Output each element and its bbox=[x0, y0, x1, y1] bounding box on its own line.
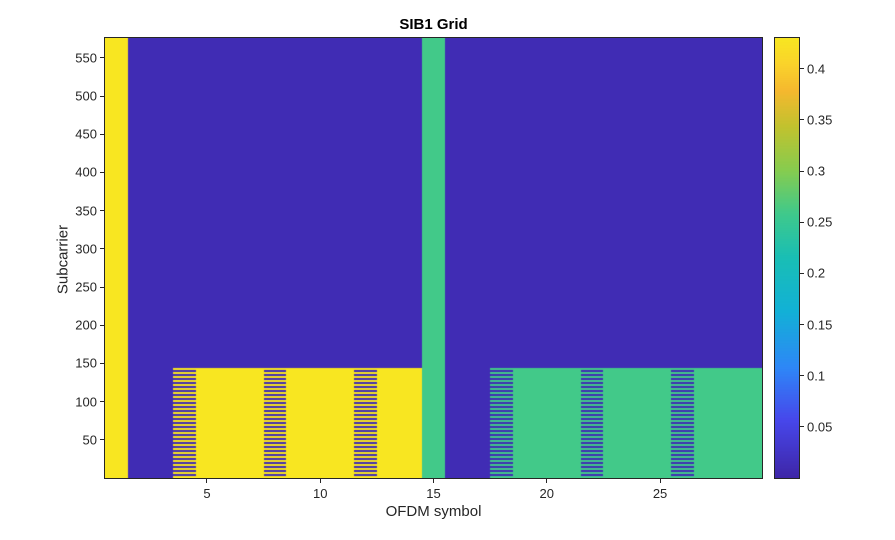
x-tick-label: 10 bbox=[312, 486, 328, 501]
y-tick-label: 50 bbox=[82, 432, 97, 448]
y-tick-label: 250 bbox=[75, 279, 97, 295]
colorbar-tick-mark bbox=[800, 170, 804, 172]
y-tick-label: 150 bbox=[75, 355, 97, 371]
x-tick-label: 5 bbox=[203, 486, 211, 501]
colorbar-tick-mark bbox=[800, 221, 804, 223]
colorbar-tick-label: 0.2 bbox=[807, 265, 826, 281]
x-tick-label: 25 bbox=[652, 486, 668, 501]
plot-area bbox=[104, 37, 763, 479]
y-tick-mark bbox=[100, 401, 104, 403]
colorbar-tick-label: 0.25 bbox=[807, 214, 833, 230]
y-tick-mark bbox=[100, 439, 104, 441]
colorbar-tick-label: 0.15 bbox=[807, 317, 833, 332]
y-tick-mark bbox=[100, 210, 104, 212]
y-tick-mark bbox=[100, 133, 104, 135]
y-tick-label: 350 bbox=[75, 203, 97, 219]
colorbar bbox=[774, 37, 800, 479]
y-tick-label: 450 bbox=[75, 126, 97, 142]
y-tick-label: 550 bbox=[75, 50, 97, 66]
y-tick-label: 500 bbox=[75, 88, 97, 104]
colorbar-tick-label: 0.4 bbox=[807, 61, 826, 77]
colorbar-gradient bbox=[775, 38, 799, 478]
colorbar-tick-mark bbox=[800, 426, 804, 428]
colorbar-tick-mark bbox=[800, 324, 804, 325]
y-tick-mark bbox=[100, 57, 104, 59]
heatmap-canvas bbox=[105, 38, 762, 478]
y-tick-mark bbox=[100, 95, 104, 97]
colorbar-tick-mark bbox=[800, 68, 804, 70]
x-tick-mark bbox=[546, 479, 548, 483]
y-tick-mark bbox=[100, 171, 104, 173]
colorbar-tick-mark bbox=[800, 375, 804, 377]
chart-title: SIB1 Grid bbox=[399, 16, 468, 33]
colorbar-tick-label: 0.1 bbox=[807, 368, 826, 384]
x-tick-label: 20 bbox=[539, 486, 554, 501]
colorbar-tick-mark bbox=[800, 272, 804, 274]
x-tick-mark bbox=[659, 479, 661, 483]
colorbar-tick-label: 0.05 bbox=[807, 419, 833, 435]
x-axis-label: OFDM symbol bbox=[385, 503, 482, 520]
colorbar-tick-label: 0.35 bbox=[807, 112, 833, 128]
y-tick-label: 300 bbox=[75, 241, 97, 257]
y-tick-mark bbox=[100, 362, 104, 364]
x-tick-mark bbox=[206, 479, 208, 483]
y-tick-label: 400 bbox=[75, 164, 97, 180]
colorbar-tick-label: 0.3 bbox=[807, 163, 826, 179]
colorbar-tick-mark bbox=[800, 119, 804, 121]
y-tick-mark bbox=[100, 286, 104, 288]
y-tick-mark bbox=[100, 248, 104, 250]
y-tick-label: 200 bbox=[75, 317, 97, 333]
y-tick-label: 100 bbox=[75, 394, 97, 410]
x-tick-label: 15 bbox=[426, 486, 441, 501]
x-tick-mark bbox=[319, 479, 321, 483]
x-tick-mark bbox=[433, 479, 434, 483]
y-tick-mark bbox=[100, 324, 104, 326]
